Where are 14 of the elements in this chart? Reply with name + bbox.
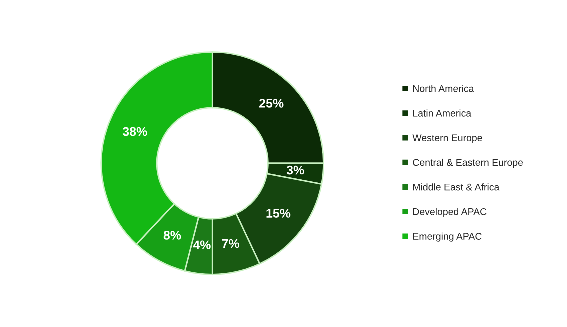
data-label: 7% [222, 239, 240, 248]
data-label: 38% [122, 127, 148, 136]
legend-label: Emerging APAC [413, 232, 482, 242]
legend-label: North America [413, 85, 474, 92]
legend-label: Middle East & Africa [413, 184, 500, 191]
data-label: 4% [193, 240, 211, 250]
data-label: 8% [164, 231, 182, 240]
legend-label: Latin America [413, 110, 472, 117]
data-label: 25% [259, 99, 284, 108]
legend-label: Central & Eastern Europe [413, 158, 524, 168]
data-label: 3% [286, 166, 304, 175]
legend-label: Developed APAC [413, 208, 487, 218]
legend-label: Western Europe [412, 134, 482, 144]
data-label: 15% [266, 209, 291, 218]
